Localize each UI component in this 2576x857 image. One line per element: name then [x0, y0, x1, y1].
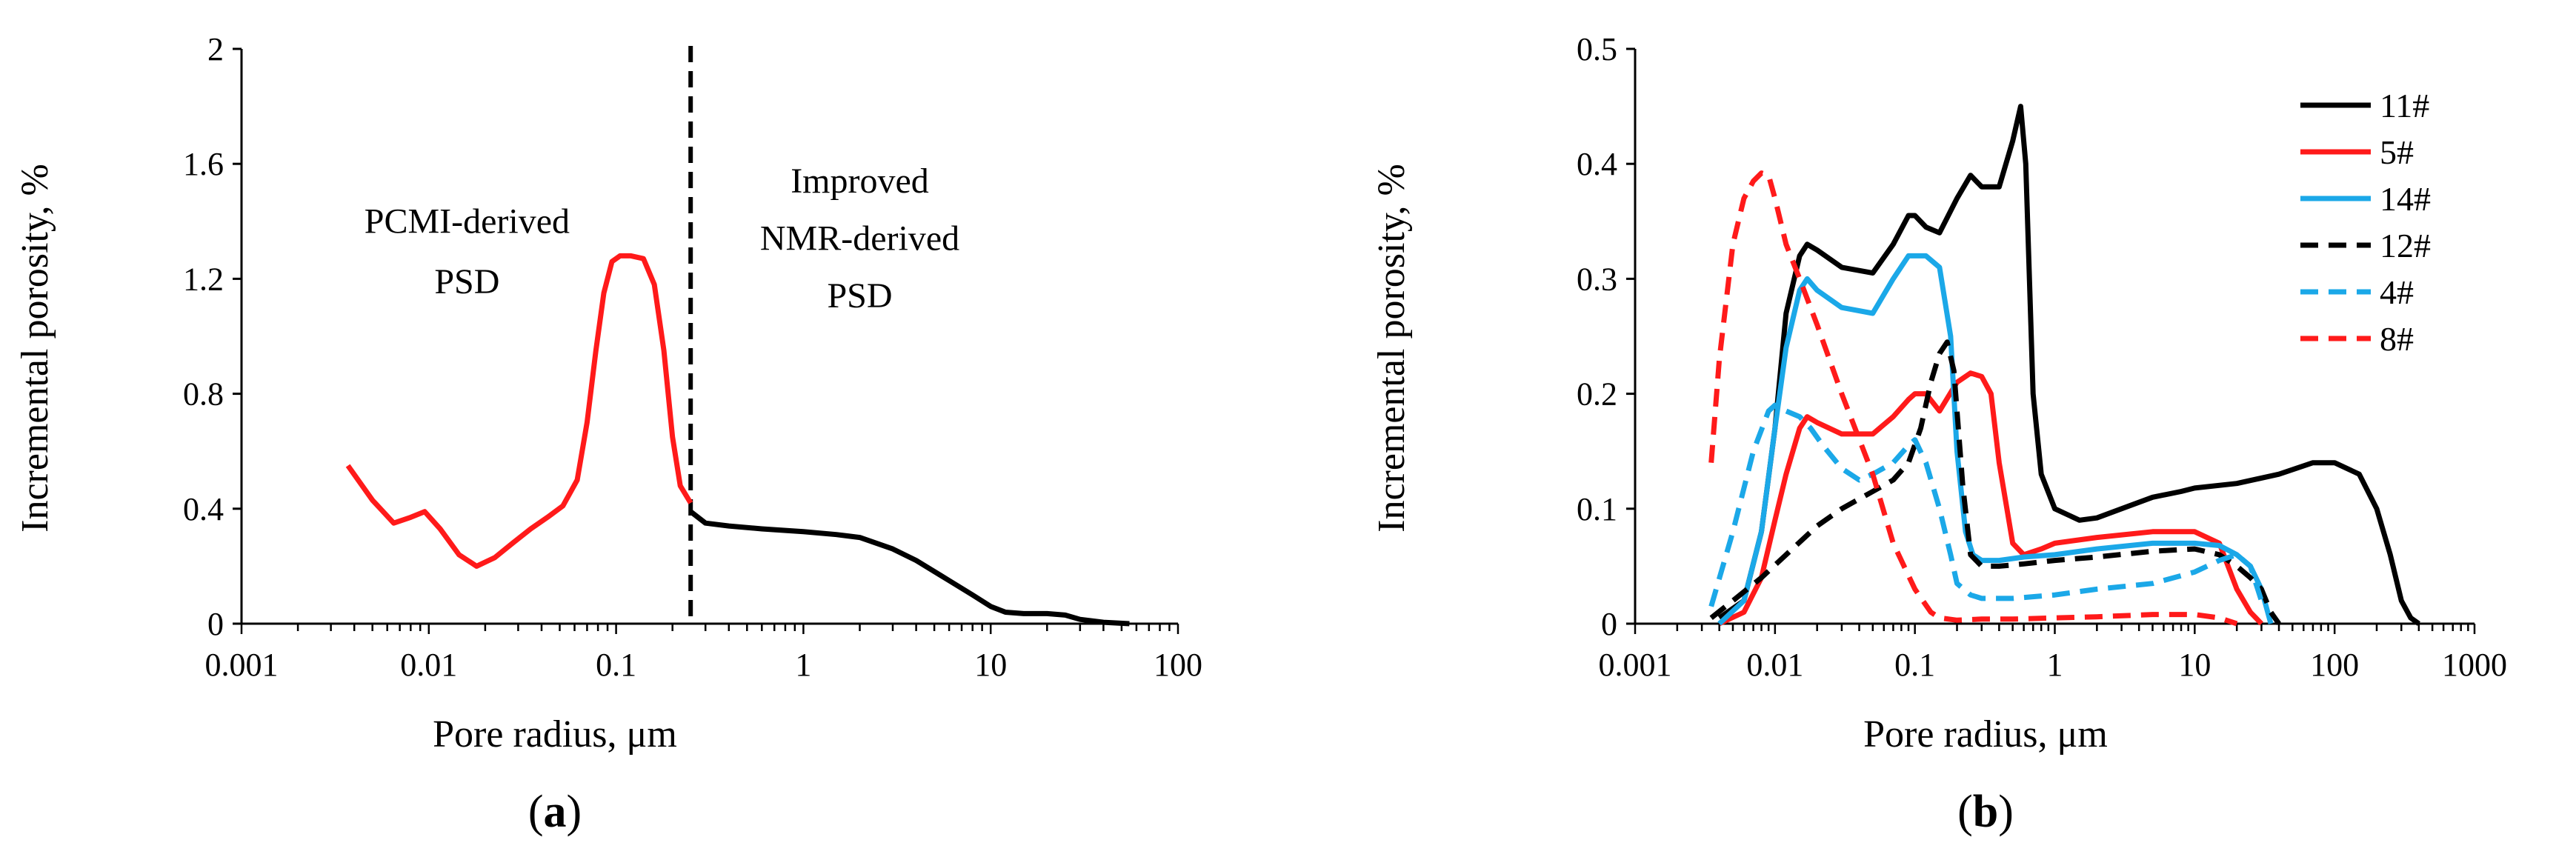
- chart-a-y-axis-title: Incremental porosity, %: [14, 164, 56, 533]
- chart-a-panel-label-close: ): [567, 787, 582, 837]
- chart-b-x-tick-label: 0.01: [1746, 647, 1803, 683]
- chart-a-panel-label: (a): [528, 787, 582, 837]
- chart-b-y-tick-label: 0.2: [1577, 376, 1617, 413]
- chart-a-y-tick-label: 1.2: [183, 261, 224, 297]
- chart-b-y-axis-title: Incremental porosity, %: [1371, 164, 1413, 533]
- chart-b-panel-label: (b): [1957, 787, 2014, 837]
- chart-b-panel-label-letter: b: [1973, 787, 1998, 837]
- chart-b-x-tick-label: 1: [2047, 647, 2063, 683]
- chart-b-legend-label-14: 14#: [2380, 180, 2431, 218]
- chart-a-x-tick-label: 1: [795, 647, 811, 683]
- chart-a-y-tick-label: 1.6: [183, 146, 224, 182]
- chart-a-panel-label-open: (: [528, 787, 544, 837]
- chart-a-x-tick-label: 0.001: [205, 647, 279, 683]
- chart-b-y-tick-label: 0: [1601, 606, 1617, 642]
- chart-a-x-tick-label: 100: [1154, 647, 1202, 683]
- chart-b: 0 0.1 0.2 0.3 0.4 0.5 0.001 0.01 0.1 1 10 100 1000 1…: [1371, 31, 2507, 837]
- chart-a: 0 0.4 0.8 1.2 1.6 2 0.001 0.01 0.1 1 10 100 PCMI-de…: [14, 31, 1202, 837]
- chart-b-x-tick-label: 10: [2178, 647, 2211, 683]
- chart-b-x-tick-label: 0.001: [1599, 647, 1672, 683]
- chart-a-annotation-1-line-2: PSD: [827, 276, 892, 316]
- chart-a-annotation-0-line-1: PSD: [434, 262, 499, 301]
- chart-b-y-tick-label: 0.4: [1577, 146, 1617, 182]
- chart-a-annotation-1-line-0: Improved: [791, 161, 929, 201]
- chart-b-plot: 0 0.1 0.2 0.3 0.4 0.5 0.001 0.01 0.1 1 10 100 1000: [1577, 31, 2507, 683]
- chart-b-x-tick-label: 100: [2310, 647, 2359, 683]
- chart-b-legend-label-11: 11#: [2380, 87, 2429, 124]
- chart-b-series-8: [1708, 170, 2238, 627]
- chart-a-annotation-0-line-0: PCMI-derived: [365, 201, 570, 241]
- chart-a-plot: 0 0.4 0.8 1.2 1.6 2 0.001 0.01 0.1 1 10 100: [183, 31, 1202, 683]
- chart-b-x-tick-label: 1000: [2442, 647, 2507, 683]
- chart-b-y-tick-label: 0.1: [1577, 491, 1617, 527]
- chart-a-y-tick-label: 0.4: [183, 491, 224, 527]
- chart-b-legend-label-5: 5#: [2380, 133, 2414, 171]
- chart-b-legend: 11# 5# 14# 12# 4# 8#: [2300, 87, 2431, 358]
- chart-a-panel-label-letter: a: [544, 787, 567, 837]
- chart-b-series-5: [1718, 370, 2263, 627]
- chart-a-y-tick-label: 0: [207, 606, 224, 642]
- chart-a-y-tick-label: 0.8: [183, 376, 224, 413]
- chart-b-series-14: [1717, 253, 2274, 626]
- chart-b-x-tick-label: 0.1: [1894, 647, 1935, 683]
- chart-b-panel-label-close: ): [1998, 787, 2014, 837]
- chart-b-legend-label-8: 8#: [2380, 320, 2414, 358]
- chart-b-legend-label-12: 12#: [2380, 227, 2431, 264]
- chart-b-panel-label-open: (: [1957, 787, 1973, 837]
- chart-b-legend-label-4: 4#: [2380, 273, 2414, 311]
- chart-a-y-tick-label: 2: [207, 31, 224, 67]
- chart-a-annotation-1-line-1: NMR-derived: [760, 219, 959, 259]
- chart-b-series-4: [1708, 402, 2264, 607]
- chart-a-series-improved-nmr-derived-psd: [689, 509, 1130, 627]
- chart-a-x-tick-label: 0.01: [400, 647, 457, 683]
- chart-b-series-11: [1717, 104, 2420, 626]
- chart-a-x-tick-label: 0.1: [596, 647, 636, 683]
- chart-b-y-tick-label: 0.3: [1577, 261, 1617, 297]
- chart-a-x-tick-label: 10: [974, 647, 1007, 683]
- chart-a-annotations: PCMI-derived PSD Improved NMR-derived PSD: [365, 161, 959, 316]
- chart-b-y-tick-label: 0.5: [1577, 31, 1617, 67]
- chart-a-series-pcmi-derived-psd: [345, 253, 693, 569]
- chart-b-x-axis-title: Pore radius, μm: [1863, 713, 2108, 756]
- chart-a-x-axis-title: Pore radius, μm: [433, 713, 677, 756]
